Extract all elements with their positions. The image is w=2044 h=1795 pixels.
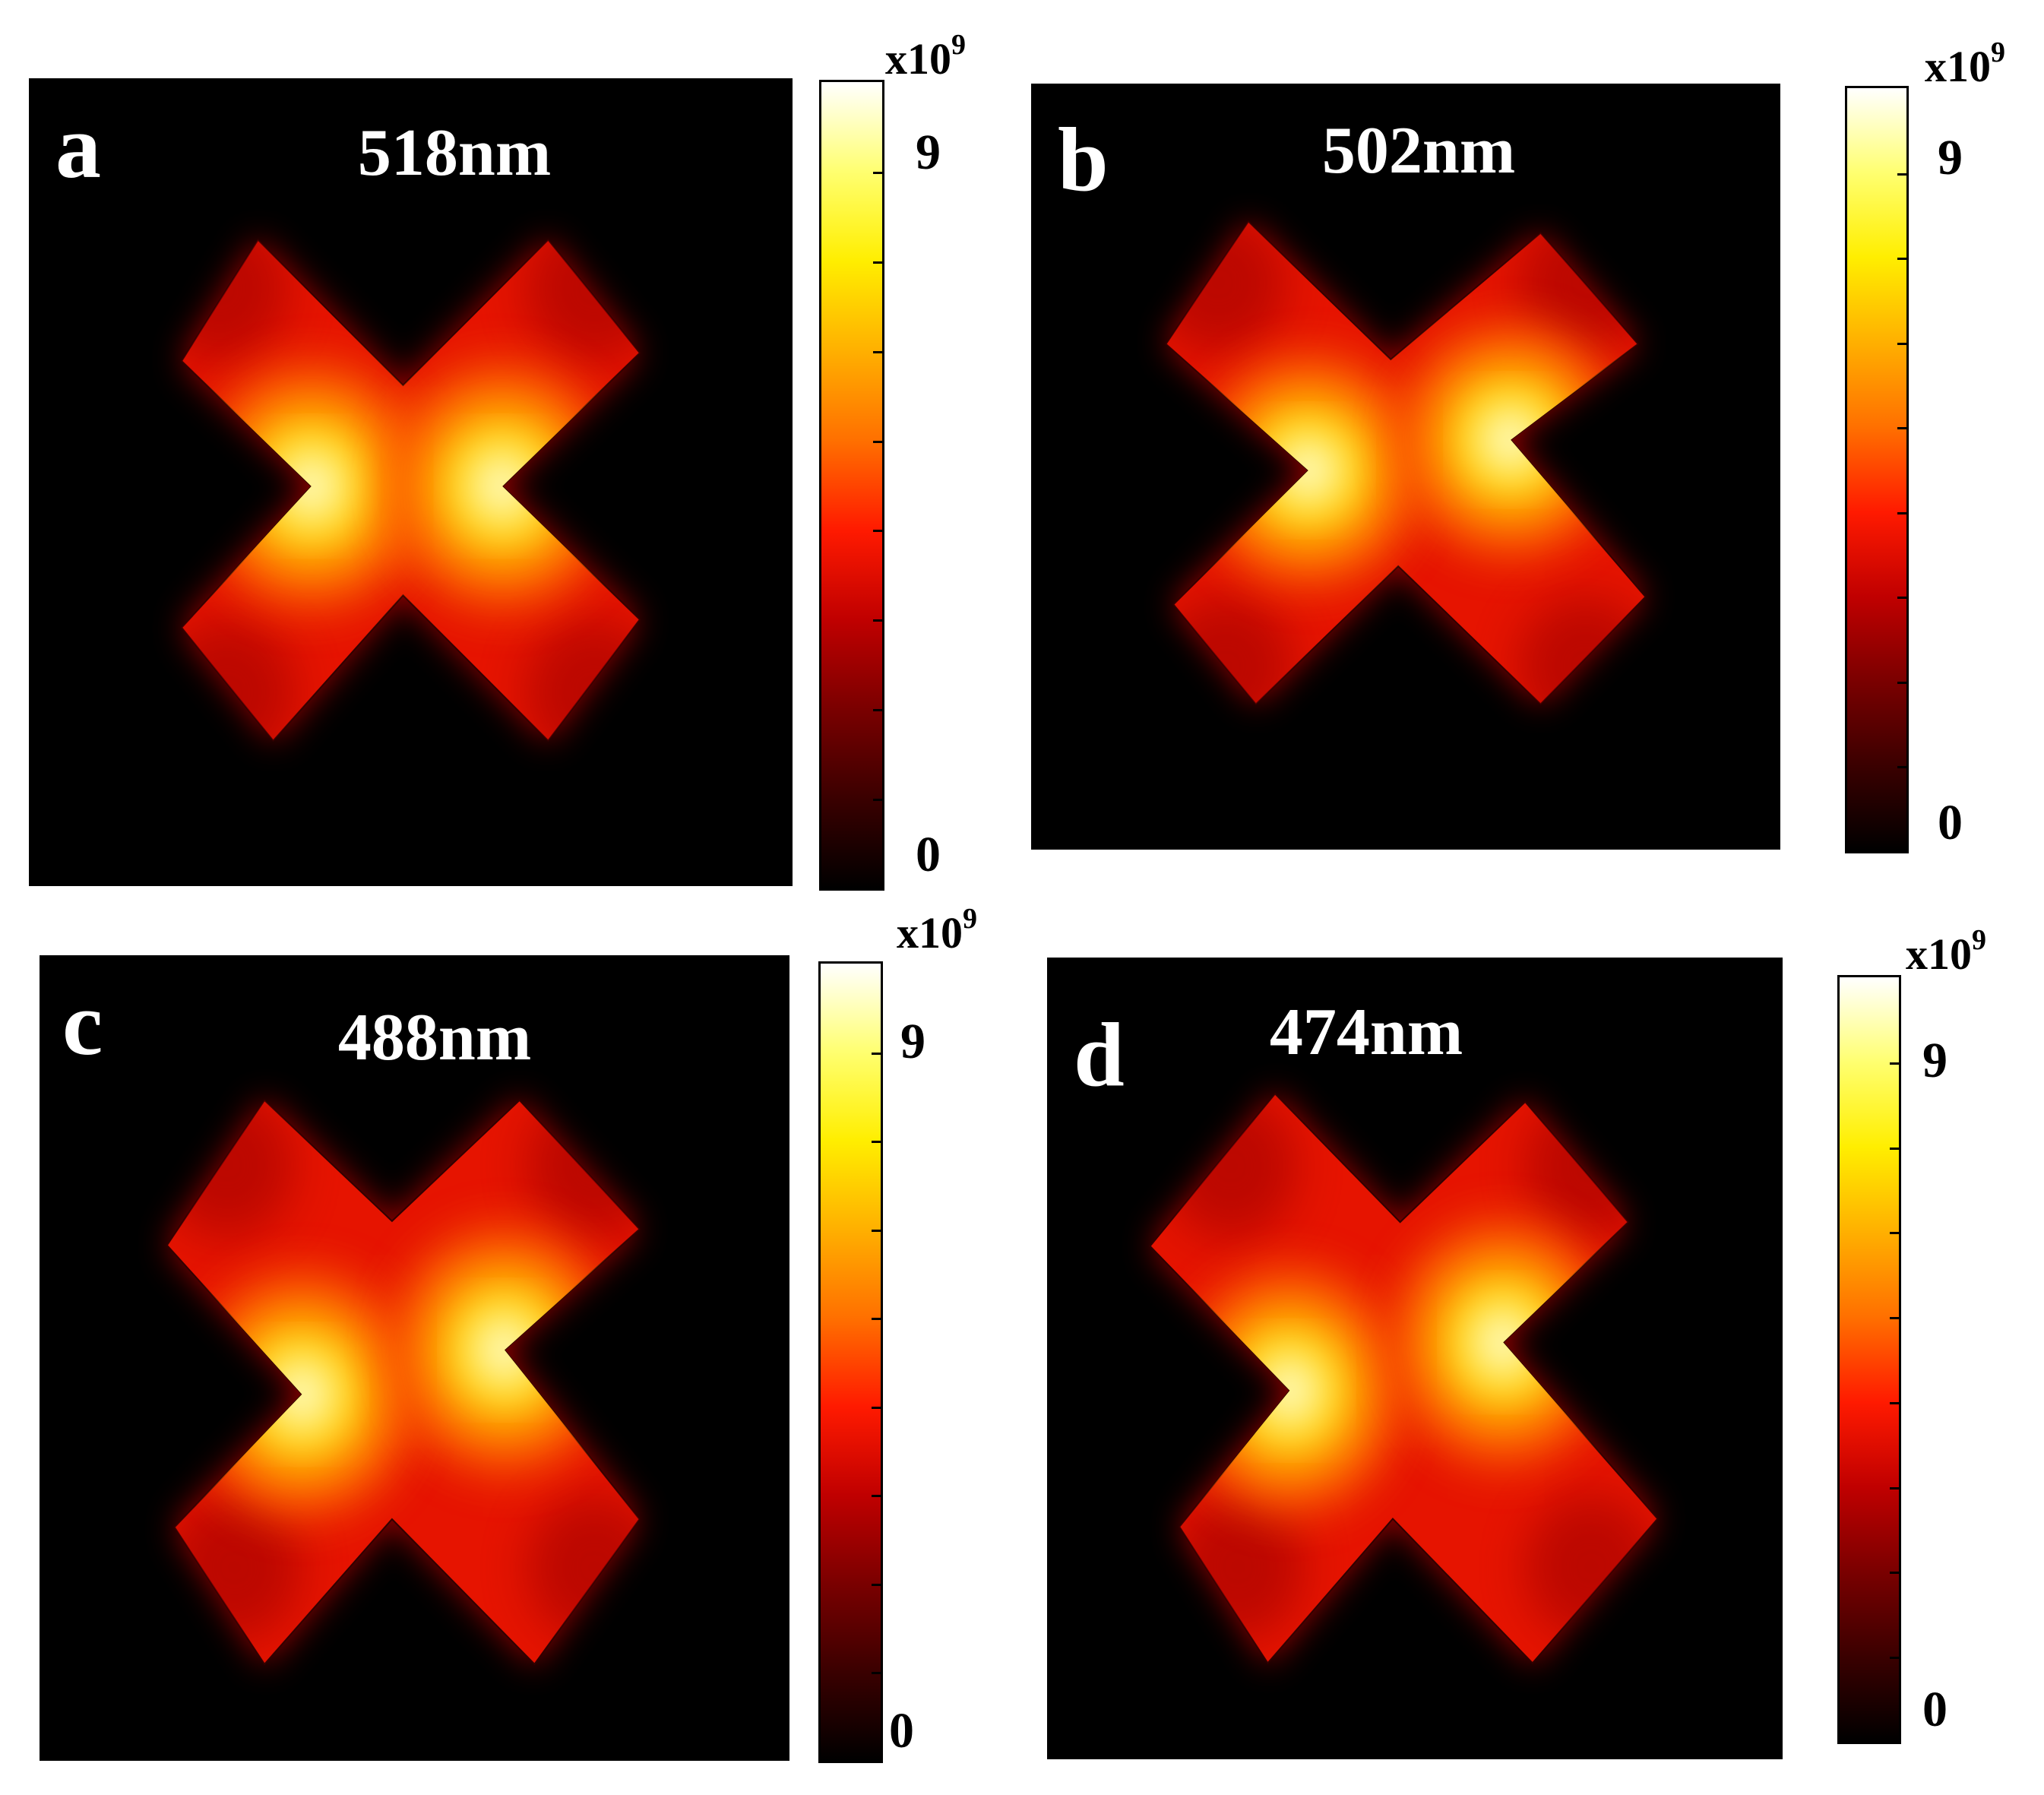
colorbar-tick	[872, 1406, 881, 1409]
panel-letter-c: c	[62, 973, 103, 1074]
field-arm-shade	[181, 619, 296, 741]
field-arm-shade	[525, 619, 640, 741]
field-hotspot	[1256, 1354, 1323, 1427]
colorbar-tick	[872, 1052, 881, 1055]
x-shape-d	[1149, 1092, 1659, 1665]
colorbar-exp-power-d: 9	[1972, 924, 1986, 956]
field-arm-shade	[1525, 1494, 1658, 1639]
colorbar-tick	[873, 261, 882, 264]
field-arm-shade	[1525, 1094, 1658, 1239]
wavelength-label-b: 502nm	[1321, 114, 1516, 188]
colorbar-exponent-b: x109	[1925, 38, 2005, 89]
colorbar-max-label-d: 9	[1922, 1033, 1947, 1088]
colorbar-b	[1845, 86, 1909, 853]
colorbar-tick	[1890, 1401, 1899, 1404]
field-arm-shade	[181, 239, 289, 362]
colorbar-exp-power-c: 9	[963, 903, 977, 935]
colorbar-tick	[873, 350, 882, 353]
colorbar-tick	[1890, 1232, 1899, 1235]
panel-letter-d: d	[1074, 1004, 1125, 1105]
colorbar-exp-power-a: 9	[951, 29, 966, 61]
colorbar-tick	[1890, 1572, 1899, 1575]
colorbar-exp-base-c: x10	[897, 908, 963, 958]
field-arm-shade	[166, 1495, 302, 1640]
colorbar-exp-base-b: x10	[1925, 42, 1991, 91]
colorbar-exponent-d: x109	[1906, 926, 1986, 977]
colorbar-tick	[1897, 258, 1906, 261]
colorbar-min-label-a: 0	[916, 827, 941, 882]
colorbar-min-label-b: 0	[1938, 795, 1963, 850]
field-map-b: b 502nm	[1031, 84, 1780, 850]
colorbar-tick	[872, 1141, 881, 1144]
field-hotspot	[467, 449, 537, 523]
colorbar-exp-base-d: x10	[1906, 929, 1972, 979]
field-arm-shade	[527, 1495, 640, 1640]
field-arm-shade	[1166, 221, 1286, 352]
x-shape-a	[180, 238, 641, 742]
field-map-d: d 474nm	[1047, 958, 1783, 1759]
colorbar-max-label-b: 9	[1938, 130, 1963, 185]
x-shape-c	[166, 1099, 641, 1666]
field-arm-shade	[1164, 1094, 1298, 1239]
panel-letter-a: a	[55, 96, 101, 197]
colorbar-tick	[1890, 1062, 1899, 1065]
colorbar-exponent-c: x109	[897, 904, 977, 955]
panel-letter-b: b	[1058, 109, 1109, 210]
colorbar-tick	[873, 440, 882, 443]
wavelength-label-a: 518nm	[357, 116, 552, 190]
x-shape-b	[1165, 220, 1647, 705]
colorbar-tick	[1897, 511, 1906, 514]
field-arm-shade	[527, 1100, 640, 1237]
colorbar-tick	[873, 799, 882, 802]
colorbar-c	[818, 961, 883, 1763]
colorbar-tick	[872, 1495, 881, 1498]
field-arm-shade	[166, 1100, 295, 1237]
colorbar-tick	[872, 1672, 881, 1675]
wavelength-label-d: 474nm	[1269, 996, 1463, 1069]
colorbar-exponent-a: x109	[885, 30, 966, 81]
colorbar-max-label-c: 9	[900, 1014, 925, 1069]
field-arm-shade	[1166, 597, 1294, 704]
colorbar-tick	[1897, 766, 1906, 769]
colorbar-tick	[1897, 342, 1906, 345]
colorbar-max-label-a: 9	[916, 125, 941, 180]
colorbar-tick	[873, 530, 882, 533]
field-arm-shade	[1172, 1494, 1305, 1639]
field-map-a: a 518nm	[29, 78, 793, 886]
colorbar-exp-base-a: x10	[885, 34, 951, 84]
colorbar-tick	[1897, 597, 1906, 600]
colorbar-exp-power-b: 9	[1991, 36, 2005, 68]
field-map-c: c 488nm	[40, 955, 789, 1761]
colorbar-tick	[872, 1318, 881, 1321]
colorbar-tick	[1890, 1147, 1899, 1150]
field-hotspot	[470, 1313, 539, 1387]
colorbar-tick	[873, 709, 882, 712]
wavelength-label-c: 488nm	[337, 1001, 532, 1075]
colorbar-min-label-c: 0	[889, 1703, 914, 1759]
colorbar-tick	[873, 619, 882, 622]
colorbar-min-label-d: 0	[1922, 1682, 1947, 1737]
colorbar-d	[1837, 975, 1901, 1744]
colorbar-tick	[1890, 1486, 1899, 1490]
field-hotspot	[1476, 405, 1545, 475]
colorbar-tick	[872, 1583, 881, 1586]
colorbar-tick	[1890, 1657, 1899, 1660]
colorbar-tick	[1897, 427, 1906, 430]
colorbar-a	[819, 80, 884, 891]
field-arm-shade	[1517, 597, 1646, 704]
colorbar-tick	[1897, 681, 1906, 684]
colorbar-tick	[1897, 173, 1906, 176]
colorbar-tick	[1890, 1317, 1899, 1320]
colorbar-tick	[873, 171, 882, 174]
field-arm-shade	[525, 239, 640, 362]
colorbar-tick	[872, 1229, 881, 1232]
field-hotspot	[1470, 1306, 1536, 1379]
